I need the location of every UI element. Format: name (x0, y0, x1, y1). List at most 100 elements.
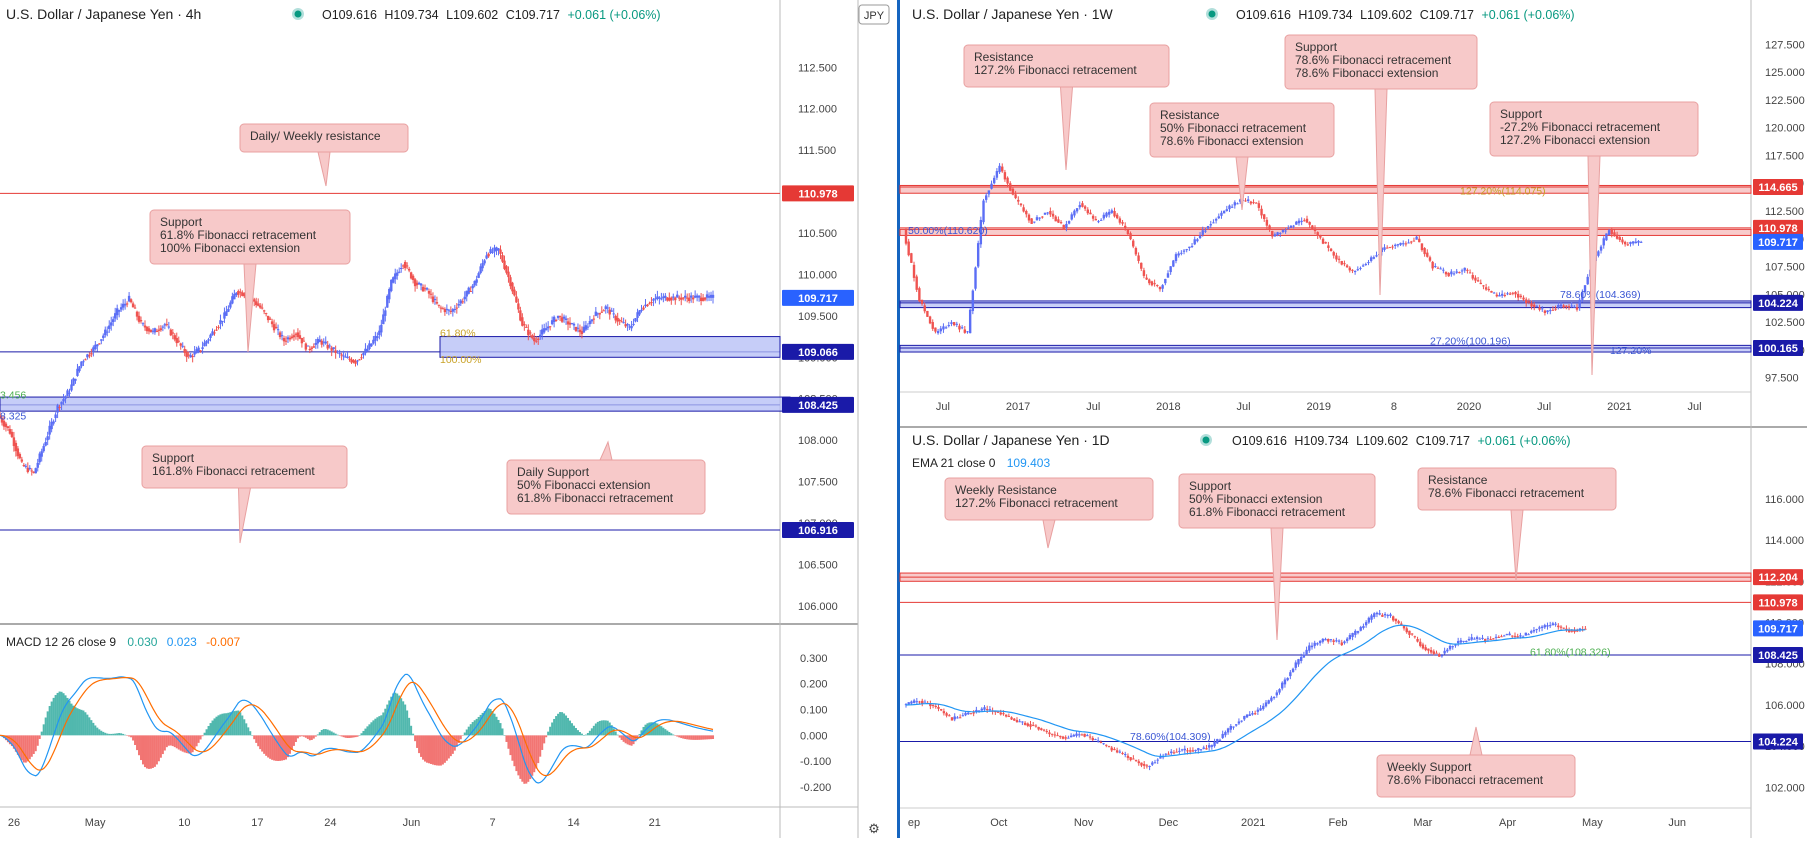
macd-hist-bar (660, 726, 663, 736)
candle-body (1407, 242, 1410, 244)
candle-body (68, 392, 71, 394)
macd-hist-bar (310, 735, 313, 740)
panel-4h-title: U.S. Dollar / Japanese Yen · 4h (6, 6, 201, 22)
candle-body (533, 337, 536, 342)
candle-body (998, 165, 1001, 173)
candle-body (356, 360, 359, 362)
candle-body (195, 349, 198, 354)
candle-body (189, 355, 192, 358)
candle-body (963, 329, 967, 333)
candle-body (437, 304, 441, 306)
macd-hist-bar (527, 735, 530, 782)
macd-hist-bar (406, 710, 409, 736)
macd-hist-bar (551, 722, 554, 736)
candle-body (1059, 222, 1063, 224)
macd-hist-bar (294, 735, 297, 742)
macd-hist-bar (283, 735, 286, 761)
candle-body (1439, 268, 1442, 270)
candle-body (1102, 743, 1105, 745)
candle-body (1618, 237, 1621, 240)
macd-hist-bar (134, 735, 137, 746)
candle-body (1134, 759, 1138, 761)
candle-body (1378, 613, 1381, 615)
candle-body (572, 323, 576, 326)
price-label-box (1753, 569, 1803, 586)
candle-body (342, 355, 345, 357)
candle-body (1078, 734, 1081, 736)
candle-body (1402, 243, 1405, 245)
candle-body (535, 340, 538, 342)
candle-body (1400, 623, 1403, 625)
callout-text: Daily Support (517, 465, 590, 479)
price-label: 104.224 (1758, 737, 1799, 749)
macd-hist-bar (362, 730, 365, 736)
candle-body (958, 717, 962, 719)
candle-body (354, 360, 357, 364)
candle-body (1300, 220, 1303, 222)
macd-hist-bar (241, 715, 244, 736)
candle-body (1041, 216, 1044, 218)
candle-body (1121, 753, 1124, 755)
macd-hist-bar (275, 735, 278, 761)
candle-body (1495, 294, 1499, 297)
candle-body (332, 347, 335, 349)
callout[interactable]: Daily/ Weekly resistance (239, 123, 409, 187)
candle-body (1253, 713, 1257, 715)
macd-hist-bar (559, 712, 562, 736)
candle-body (1396, 244, 1400, 246)
candle-body (104, 329, 107, 336)
callout[interactable]: Support-27.2% Fibonacci retracement127.2… (1489, 101, 1699, 376)
settings-gear-icon[interactable]: ⚙ (868, 821, 880, 836)
panel-4h[interactable]: 61.80% 100.00% 3.456 8.325 Daily/ Weekly re… (0, 0, 890, 838)
candle-body (1375, 612, 1379, 615)
macd-hist-bar (531, 735, 534, 776)
currency-badge[interactable] (858, 4, 890, 25)
candle-body (1267, 700, 1270, 704)
candle-body (398, 271, 401, 273)
macd-hist-bar (666, 730, 669, 736)
price-label: 109.717 (1758, 237, 1798, 249)
candle-body (960, 327, 964, 329)
candle-body (1226, 728, 1230, 733)
macd-hist-bar (300, 735, 303, 737)
candle-body (56, 405, 59, 413)
candle-body (1340, 260, 1343, 265)
candle-body (411, 275, 415, 280)
y-tick-label: 107.500 (1765, 262, 1805, 274)
macd-hist-bar (209, 723, 212, 736)
panel-4h-high: H109.734 (384, 8, 438, 22)
callout-text: Support (160, 215, 203, 229)
candle-body (276, 329, 280, 331)
macd-hist-bar (114, 733, 117, 736)
macd-hist-bar (312, 735, 315, 739)
panel-1w[interactable]: 127.20%(114.075) 50.00%(110.620) 78.60%(10… (899, 0, 1807, 838)
candle-body (1255, 202, 1258, 204)
candle-body (1134, 248, 1138, 255)
candle-body (1198, 235, 1202, 239)
candle-body (1081, 203, 1084, 207)
candle-body (1576, 629, 1579, 632)
panel-1d[interactable]: 61.80%(108.326) 78.60%(104.309) Weekly Re… (899, 432, 1805, 829)
macd-hist-bar (213, 718, 216, 736)
panel-divider[interactable] (897, 0, 900, 838)
candle-body (1132, 240, 1135, 247)
candle-body (1447, 272, 1450, 277)
candle-body (155, 331, 159, 333)
candle-body (1113, 748, 1116, 751)
candle-body (1270, 697, 1273, 701)
candle-body (1639, 241, 1643, 243)
